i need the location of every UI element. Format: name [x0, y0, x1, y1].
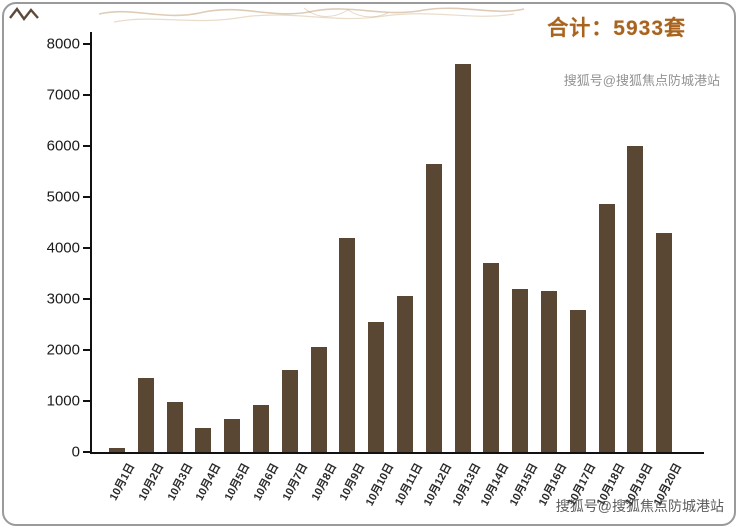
- x-axis-tick-label: 10月3日: [165, 461, 195, 503]
- y-axis-tick-label: 0: [71, 443, 80, 461]
- y-axis-tick-mark: [83, 400, 90, 402]
- x-axis-tick-label: 10月6日: [251, 461, 282, 503]
- x-axis-tick-label: 10月4日: [194, 461, 224, 503]
- y-axis-tick-mark: [83, 247, 90, 249]
- bar: [598, 203, 615, 452]
- y-axis-tick-mark: [83, 196, 90, 198]
- bar: [166, 402, 183, 452]
- bar: [195, 428, 212, 452]
- y-axis-tick-label: 7000: [46, 86, 80, 104]
- bar: [483, 263, 500, 452]
- bar: [512, 288, 529, 452]
- bar: [253, 404, 269, 452]
- y-axis-tick-mark: [83, 94, 90, 96]
- bar: [656, 232, 673, 452]
- bar: [569, 310, 586, 452]
- bar: [454, 64, 471, 452]
- bar: [224, 418, 241, 452]
- x-axis-line: [90, 452, 704, 454]
- y-axis-line: [90, 32, 92, 454]
- bar: [397, 296, 413, 452]
- bar: [281, 370, 298, 452]
- bar: [310, 347, 327, 452]
- y-axis-tick-label: 1000: [46, 392, 80, 410]
- bar: [541, 291, 557, 452]
- y-axis-tick-label: 5000: [46, 188, 80, 206]
- y-axis-tick-mark: [83, 43, 90, 45]
- bar: [339, 237, 356, 452]
- bar: [137, 378, 154, 452]
- y-axis-tick-label: 3000: [46, 290, 80, 308]
- bar: [368, 321, 385, 452]
- bar: [627, 146, 644, 452]
- bar-chart: 0 1000 2000 3000 4000 5000 6000 7000 8000 10月1日 10…: [4, 4, 734, 524]
- y-axis-tick-mark: [83, 145, 90, 147]
- x-axis-tick-label: 10月5日: [222, 461, 253, 503]
- y-axis-tick-mark: [83, 298, 90, 300]
- y-axis-tick-label: 8000: [46, 35, 80, 53]
- total-label: 合计：5933套: [547, 17, 686, 40]
- y-axis-tick-label: 4000: [46, 239, 80, 257]
- bar: [109, 447, 125, 452]
- y-axis-tick-mark: [83, 451, 90, 453]
- bar: [425, 163, 442, 452]
- y-axis-tick-label: 6000: [46, 137, 80, 155]
- y-axis-tick-mark: [83, 349, 90, 351]
- x-axis-tick-label: 10月2日: [136, 461, 167, 503]
- x-axis-tick-label: 10月7日: [280, 461, 311, 503]
- y-axis-tick-label: 2000: [46, 341, 80, 359]
- x-axis-tick-label: 10月8日: [309, 461, 339, 503]
- x-axis-tick-label: 10月1日: [107, 461, 138, 503]
